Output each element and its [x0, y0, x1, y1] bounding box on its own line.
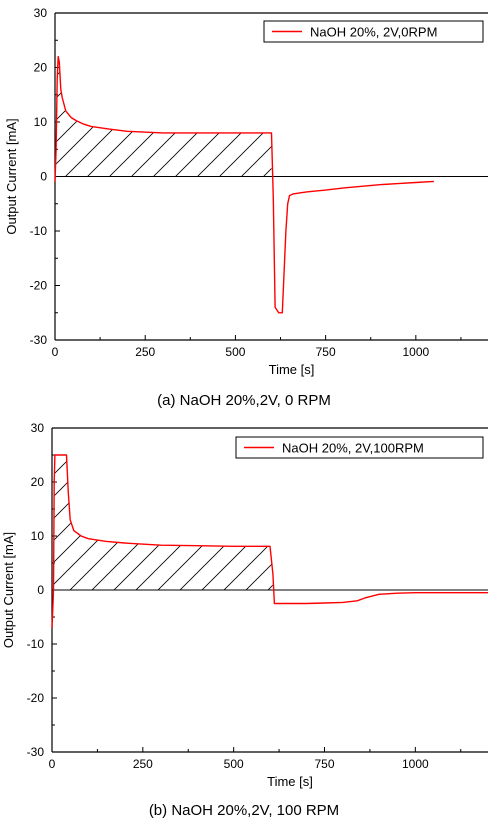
y-tick-label: -30 — [27, 745, 45, 759]
x-tick-label: 250 — [133, 757, 153, 771]
series-line — [51, 454, 488, 628]
x-tick-label: 750 — [314, 757, 334, 771]
y-tick-label: 10 — [31, 529, 45, 543]
y-axis-title: Output Current [mA] — [1, 532, 16, 648]
y-tick-label: -30 — [30, 333, 48, 347]
legend-box — [263, 20, 484, 43]
x-tick-label: 750 — [316, 345, 336, 359]
x-tick-label: 1000 — [402, 345, 429, 359]
chart-panel-a: -30 -20 -10 0 10 20 30 0 250 500 750 1000 NaOH 20%, … — [4, 6, 488, 409]
series-line — [54, 55, 434, 314]
figure-caption: (a) NaOH 20%,2V, 0 RPM — [157, 392, 331, 409]
x-axis-title: Time [s] — [269, 362, 315, 377]
legend-label: NaOH 20%, 2V,0RPM — [310, 25, 437, 40]
y-tick-label: -20 — [27, 691, 45, 705]
hatched-area — [56, 56, 272, 177]
x-tick-label: 250 — [135, 345, 155, 359]
legend-box — [235, 436, 484, 459]
figure-caption: (b) NaOH 20%,2V, 100 RPM — [149, 802, 339, 819]
x-tick-label: 500 — [225, 345, 245, 359]
y-tick-label: -10 — [30, 224, 48, 238]
y-tick-label: 0 — [37, 583, 44, 597]
legend-label: NaOH 20%, 2V,100RPM — [282, 441, 424, 456]
x-axis-title: Time [s] — [267, 774, 313, 789]
y-tick-label: 30 — [34, 6, 48, 20]
y-axis-title: Output Current [mA] — [4, 118, 19, 234]
y-tick-label: 30 — [31, 421, 45, 435]
chart-panel-b: -30 -20 -10 0 10 20 30 0 250 500 750 1000 NaOH 20%, … — [1, 421, 488, 819]
y-tick-label: -20 — [30, 279, 48, 293]
x-tick-label: 1000 — [402, 757, 429, 771]
x-tick-label: 0 — [52, 345, 59, 359]
y-tick-label: 20 — [31, 475, 45, 489]
y-tick-label: -10 — [27, 637, 45, 651]
x-tick-label: 500 — [224, 757, 244, 771]
y-tick-label: 10 — [34, 115, 48, 129]
x-tick-label: 0 — [49, 757, 56, 771]
y-tick-label: 20 — [34, 61, 48, 75]
hatched-area — [53, 455, 273, 590]
y-tick-label: 0 — [40, 170, 47, 184]
